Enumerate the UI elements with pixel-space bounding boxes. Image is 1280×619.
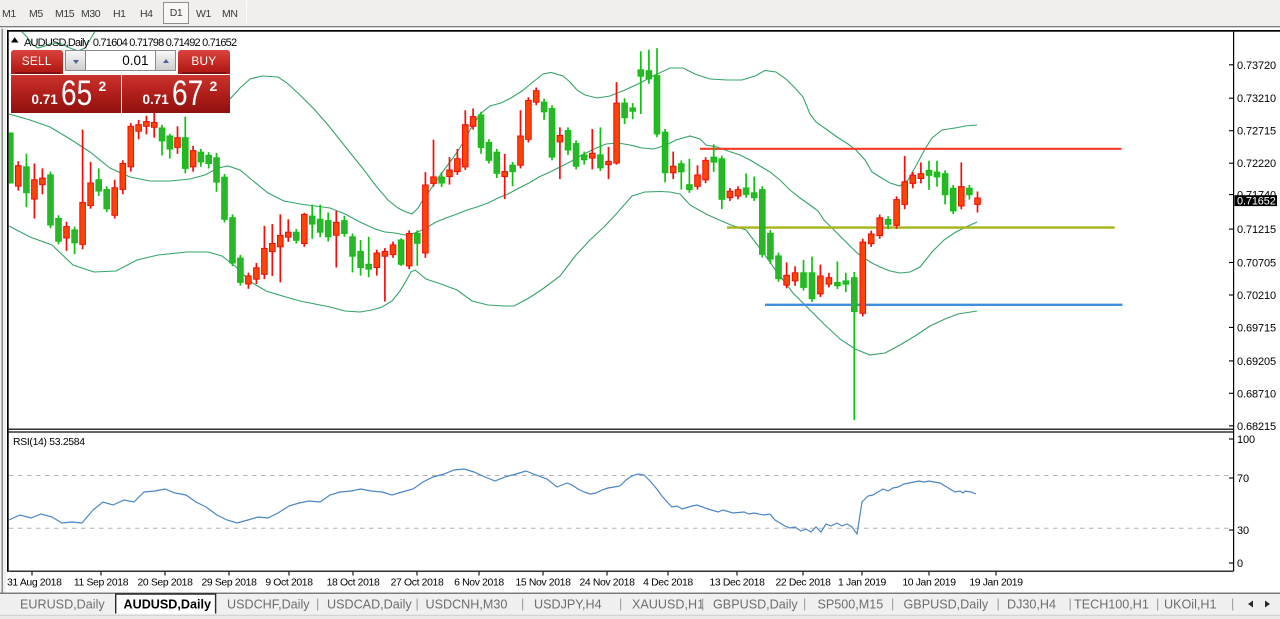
svg-text:0.69715: 0.69715	[1237, 322, 1276, 334]
svg-text:GBPUSD,Daily: GBPUSD,Daily	[713, 597, 798, 611]
svg-text:|: |	[521, 597, 524, 611]
svg-text:0.68215: 0.68215	[1237, 421, 1276, 433]
svg-text:0: 0	[1237, 558, 1243, 570]
svg-text:0.69205: 0.69205	[1237, 356, 1276, 368]
svg-text:UKOil,H1: UKOil,H1	[1164, 597, 1216, 611]
svg-text:24 Nov 2018: 24 Nov 2018	[579, 578, 635, 589]
svg-text:DJ30,H4: DJ30,H4	[1007, 597, 1056, 611]
svg-text:22 Dec 2018: 22 Dec 2018	[775, 578, 831, 589]
svg-text:USDCAD,Daily: USDCAD,Daily	[327, 597, 412, 611]
svg-text:|: |	[416, 597, 419, 611]
svg-text:|: |	[1156, 597, 1159, 611]
svg-text:0.73210: 0.73210	[1237, 93, 1276, 105]
svg-text:0.70210: 0.70210	[1237, 290, 1276, 302]
svg-text:USDCHF,Daily: USDCHF,Daily	[227, 597, 310, 611]
svg-text:0.71652: 0.71652	[1237, 195, 1276, 207]
svg-text:AUDUSD,Daily 0.71604 0.71798: AUDUSD,Daily 0.71604 0.71798 0.71492 0.7…	[24, 37, 237, 49]
svg-text:USDCNH,M30: USDCNH,M30	[426, 597, 508, 611]
svg-text:0.72220: 0.72220	[1237, 158, 1276, 170]
svg-text:|: |	[619, 597, 622, 611]
svg-text:1 Jan 2019: 1 Jan 2019	[838, 578, 886, 589]
svg-text:15 Nov 2018: 15 Nov 2018	[515, 578, 571, 589]
svg-text:31 Aug 2018: 31 Aug 2018	[7, 578, 62, 589]
svg-text:100: 100	[1237, 434, 1255, 446]
svg-text:AUDUSD,Daily: AUDUSD,Daily	[124, 597, 211, 611]
svg-text:11 Sep 2018: 11 Sep 2018	[74, 578, 129, 589]
svg-text:13 Dec 2018: 13 Dec 2018	[709, 578, 765, 589]
svg-text:|: |	[997, 597, 1000, 611]
svg-text:30: 30	[1237, 525, 1249, 537]
svg-text:6 Nov 2018: 6 Nov 2018	[454, 578, 504, 589]
svg-text:|: |	[1231, 597, 1234, 611]
svg-text:EURUSD,Daily: EURUSD,Daily	[20, 597, 105, 611]
svg-text:10 Jan 2019: 10 Jan 2019	[902, 578, 956, 589]
svg-text:70: 70	[1237, 473, 1249, 485]
svg-text:9 Oct 2018: 9 Oct 2018	[265, 578, 313, 589]
svg-text:0.71215: 0.71215	[1237, 224, 1276, 236]
svg-text:18 Oct 2018: 18 Oct 2018	[327, 578, 380, 589]
svg-text:0.68710: 0.68710	[1237, 388, 1276, 400]
svg-text:GBPUSD,Daily: GBPUSD,Daily	[904, 597, 989, 611]
svg-text:29 Sep 2018: 29 Sep 2018	[201, 578, 257, 589]
svg-text:|: |	[803, 597, 806, 611]
svg-text:|: |	[891, 597, 894, 611]
svg-text:20 Sep 2018: 20 Sep 2018	[137, 578, 193, 589]
svg-text:SP500,M15: SP500,M15	[818, 597, 884, 611]
svg-text:0.70705: 0.70705	[1237, 258, 1276, 270]
svg-text:0.73720: 0.73720	[1237, 60, 1276, 72]
svg-text:USDJPY,H4: USDJPY,H4	[534, 597, 602, 611]
svg-text:|: |	[1069, 597, 1072, 611]
svg-text:TECH100,H1: TECH100,H1	[1074, 597, 1149, 611]
svg-text:19 Jan 2019: 19 Jan 2019	[969, 578, 1023, 589]
svg-text:|: |	[316, 597, 319, 611]
svg-text:4 Dec 2018: 4 Dec 2018	[643, 578, 693, 589]
svg-text:XAUUSD,H1: XAUUSD,H1	[632, 597, 704, 611]
svg-text:27 Oct 2018: 27 Oct 2018	[391, 578, 444, 589]
svg-text:RSI(14) 53.2584: RSI(14) 53.2584	[13, 437, 85, 448]
svg-text:0.72715: 0.72715	[1237, 126, 1276, 138]
svg-text:|: |	[701, 597, 704, 611]
